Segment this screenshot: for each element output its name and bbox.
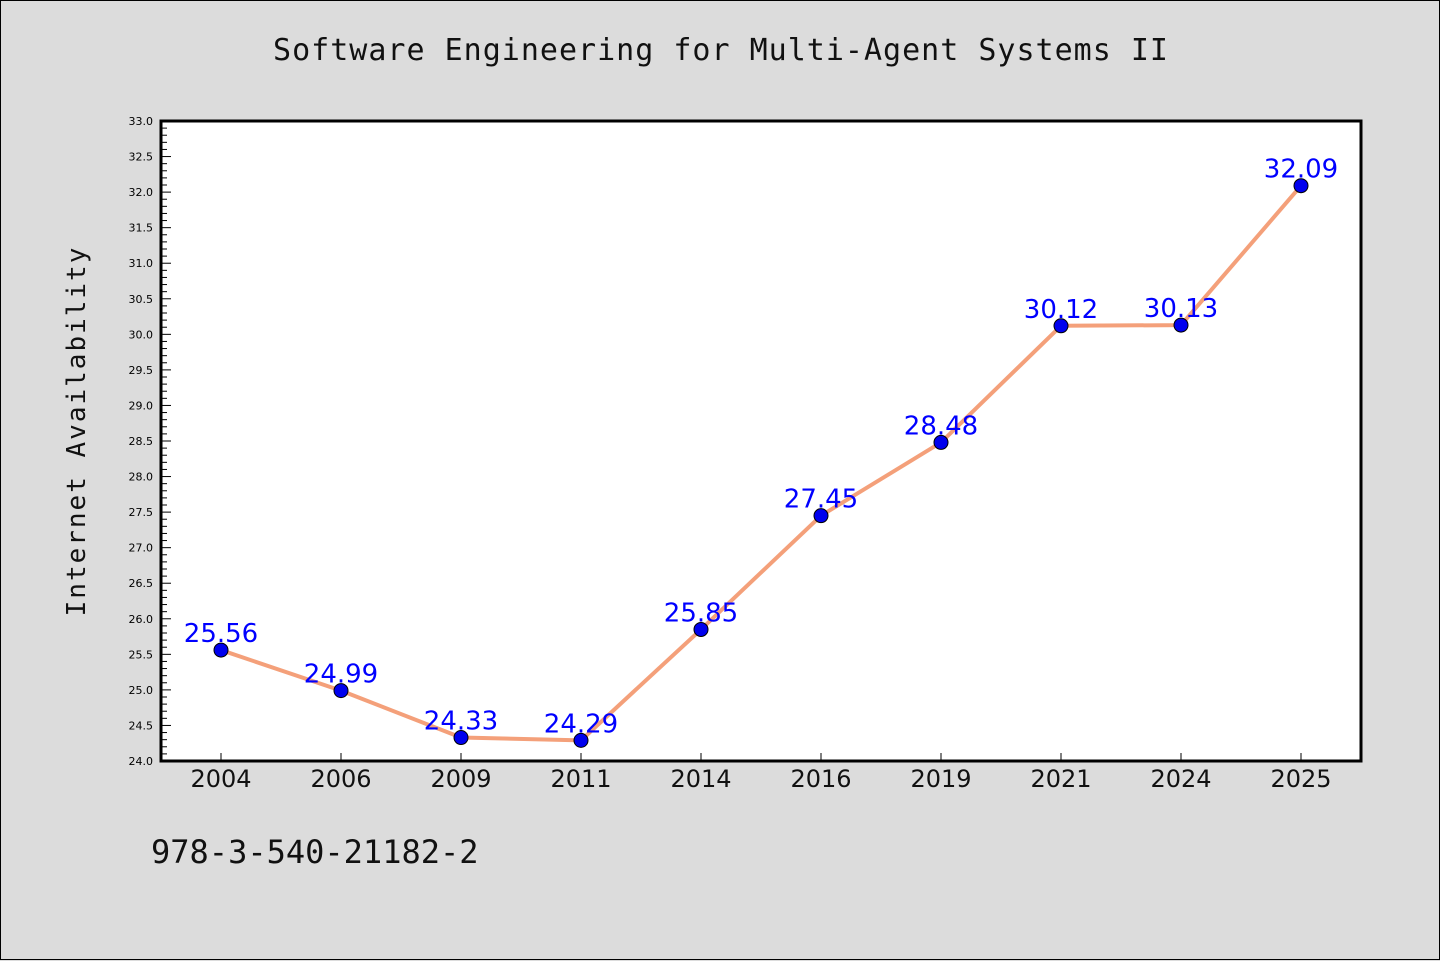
data-label: 25.56 xyxy=(184,619,258,649)
data-label: 24.99 xyxy=(304,660,378,690)
data-point xyxy=(333,683,349,699)
y-tick-label: 29.5 xyxy=(129,364,154,377)
y-tick-label: 31.5 xyxy=(129,222,154,235)
data-point xyxy=(933,434,949,450)
x-tick-label: 2021 xyxy=(1030,765,1091,793)
data-label: 30.13 xyxy=(1144,294,1218,324)
y-tick-label: 29.0 xyxy=(129,399,154,412)
data-label: 27.45 xyxy=(784,485,858,515)
data-label: 28.48 xyxy=(904,411,978,441)
y-tick-label: 30.5 xyxy=(129,293,154,306)
y-tick-label: 28.5 xyxy=(129,435,154,448)
y-tick-label: 24.5 xyxy=(129,719,154,732)
data-label: 25.85 xyxy=(664,598,738,628)
x-tick-label: 2016 xyxy=(790,765,851,793)
data-point xyxy=(453,730,469,746)
y-tick-label: 31.0 xyxy=(129,257,154,270)
y-tick-label: 25.5 xyxy=(129,648,154,661)
series-internet-availability xyxy=(213,178,1309,748)
series-line xyxy=(220,184,1303,743)
y-tick-label: 27.0 xyxy=(129,542,154,555)
data-label: 32.09 xyxy=(1264,155,1338,185)
y-tick-label: 32.5 xyxy=(129,151,154,164)
chart-title: Software Engineering for Multi-Agent Sys… xyxy=(273,33,1169,68)
x-tick-label: 2019 xyxy=(910,765,971,793)
x-tick-label: 2024 xyxy=(1150,765,1211,793)
x-tick-label: 2025 xyxy=(1270,765,1331,793)
footer-identifier: 978-3-540-21182-2 xyxy=(151,833,479,871)
y-tick-label: 26.5 xyxy=(129,577,154,590)
data-point xyxy=(693,621,709,637)
data-label: 24.33 xyxy=(424,707,498,737)
data-label: 24.29 xyxy=(544,709,618,739)
data-point xyxy=(1053,318,1069,334)
y-tick-label: 32.0 xyxy=(129,186,154,199)
data-point xyxy=(1173,317,1189,333)
data-label: 30.12 xyxy=(1024,295,1098,325)
plot-area xyxy=(159,119,1363,763)
x-axis: 2004 2006 2009 2011 2014 2016 2019 2021 2024 2025 xyxy=(190,753,1332,793)
y-tick-label: 28.0 xyxy=(129,471,154,484)
x-tick-label: 2004 xyxy=(190,765,251,793)
x-tick-label: 2011 xyxy=(550,765,611,793)
data-point xyxy=(813,508,829,524)
y-tick-label: 24.0 xyxy=(129,755,154,768)
y-axis: 24.0 24.5 25.0 25.5 26.0 26.5 27.0 27.5 28.0 28.5… xyxy=(129,115,171,768)
x-tick-label: 2014 xyxy=(670,765,731,793)
x-tick-label: 2006 xyxy=(310,765,371,793)
y-tick-label: 27.5 xyxy=(129,506,154,519)
data-point xyxy=(1293,178,1309,194)
data-point xyxy=(213,642,229,658)
y-axis-label: Internet Availability xyxy=(62,246,92,617)
x-tick-label: 2009 xyxy=(430,765,491,793)
y-tick-label: 26.0 xyxy=(129,613,154,626)
y-tick-label: 33.0 xyxy=(129,115,154,128)
data-labels: 25.56 24.99 24.33 24.29 25.85 27.45 28.48 30.12… xyxy=(184,155,1338,740)
y-tick-label: 30.0 xyxy=(129,328,154,341)
data-point xyxy=(573,732,589,748)
y-tick-label: 25.0 xyxy=(129,684,154,697)
